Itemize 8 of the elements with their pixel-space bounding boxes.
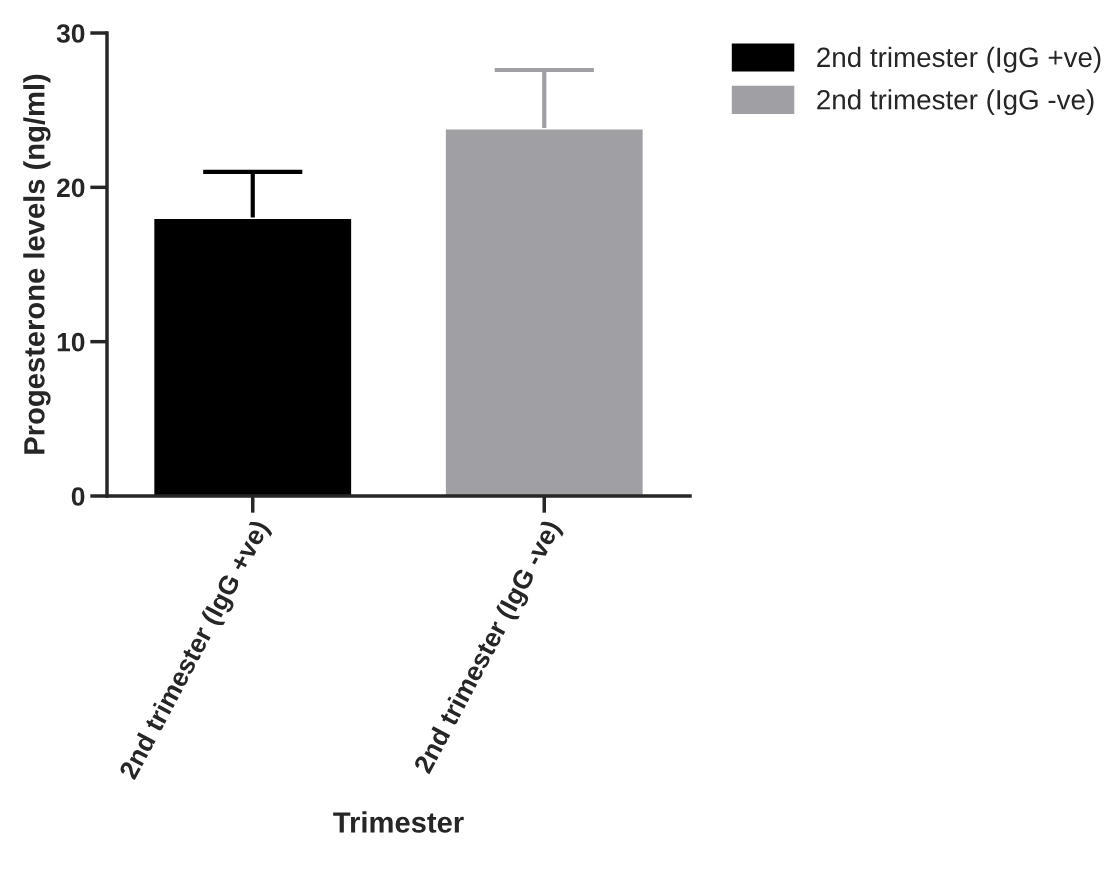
y-tick-label: 30 [56,24,85,43]
y-tick-label: 0 [71,487,85,506]
legend-label: 2nd trimester (IgG -ve) [817,89,1094,116]
y-tick-label: 20 [57,178,85,198]
y-axis-title: Progesterone levels (ng/ml) [23,74,51,454]
legend-label: 2nd trimester (IgG +ve) [817,46,1101,73]
x-axis-title: Trimester [333,811,464,833]
y-tick-label: 10 [57,332,85,352]
